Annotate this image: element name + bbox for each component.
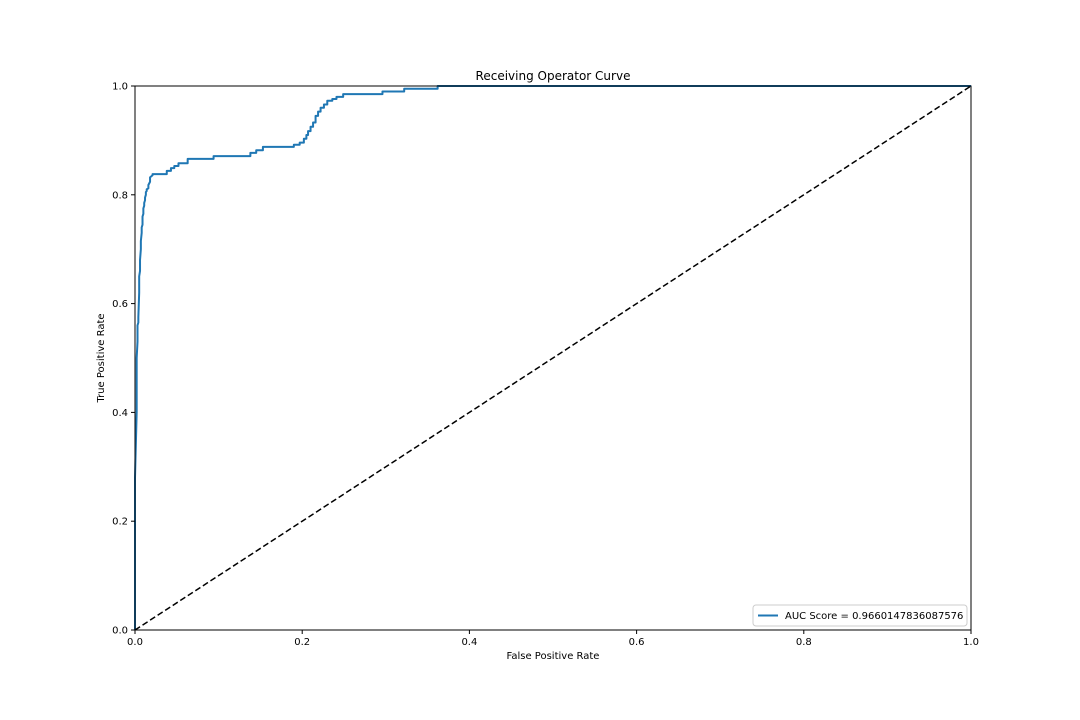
legend: AUC Score = 0.9660147836087576 bbox=[752, 604, 968, 627]
chance-diagonal-line bbox=[134, 85, 972, 631]
y-axis-ticks: 0.0 0.2 0.4 0.6 0.8 1.0 bbox=[112, 82, 135, 637]
x-axis-ticks: 0.0 0.2 0.4 0.6 0.8 1.0 bbox=[127, 630, 979, 648]
x-tick-label: 0.4 bbox=[461, 637, 477, 648]
y-tick-label: 0.0 bbox=[112, 626, 128, 637]
legend-box bbox=[752, 604, 968, 627]
roc-curve-line bbox=[134, 85, 971, 630]
legend-entry-auc: AUC Score = 0.9660147836087576 bbox=[785, 611, 963, 622]
y-tick-label: 0.4 bbox=[112, 408, 128, 419]
chart-title: Receiving Operator Curve bbox=[476, 69, 631, 83]
x-tick-label: 0.2 bbox=[294, 637, 310, 648]
plot-frame bbox=[134, 85, 972, 631]
y-axis-label: True Positive Rate bbox=[96, 313, 107, 403]
x-tick-label: 1.0 bbox=[963, 637, 979, 648]
x-tick-label: 0.6 bbox=[629, 637, 645, 648]
series-layer bbox=[134, 85, 972, 631]
y-tick-label: 1.0 bbox=[112, 82, 128, 93]
x-tick-label: 0.8 bbox=[796, 637, 812, 648]
y-tick-label: 0.2 bbox=[112, 517, 128, 528]
y-tick-label: 0.6 bbox=[112, 299, 128, 310]
x-axis-label: False Positive Rate bbox=[507, 651, 600, 662]
x-tick-label: 0.0 bbox=[127, 637, 143, 648]
y-tick-label: 0.8 bbox=[112, 190, 128, 201]
